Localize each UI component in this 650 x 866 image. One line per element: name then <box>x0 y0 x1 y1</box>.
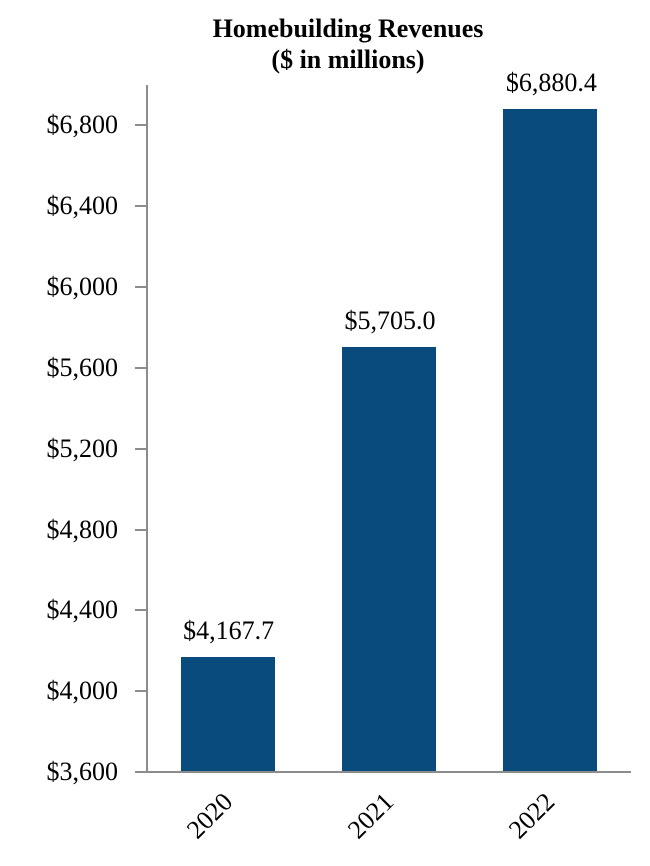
chart-title: Homebuilding Revenues ($ in millions) <box>48 13 648 75</box>
y-tick <box>135 286 147 289</box>
y-tick <box>135 447 147 450</box>
bar-2021 <box>342 346 436 772</box>
bar-2022 <box>503 109 598 772</box>
y-tick-label: $6,800 <box>46 110 119 140</box>
y-tick <box>135 205 147 208</box>
x-tick-label-2022: 2022 <box>503 787 561 845</box>
y-tick-label: $5,200 <box>46 433 119 463</box>
bar-value-label: $5,705.0 <box>344 305 436 335</box>
x-tick-label-2021: 2021 <box>342 787 400 845</box>
y-tick-label: $6,000 <box>46 272 119 302</box>
y-tick-label: $4,000 <box>46 676 119 706</box>
chart-title-line1: Homebuilding Revenues <box>212 14 484 43</box>
y-tick <box>135 690 147 693</box>
chart-title-line2: ($ in millions) <box>271 45 425 74</box>
y-axis-line <box>146 85 148 773</box>
y-tick <box>135 366 147 369</box>
y-tick-label: $3,600 <box>46 757 119 786</box>
bar-value-label: $4,167.7 <box>183 616 275 646</box>
y-tick <box>135 528 147 531</box>
bar-2020 <box>180 657 275 772</box>
y-tick-label: $4,800 <box>46 514 119 544</box>
y-tick-label: $4,400 <box>46 595 119 625</box>
y-tick-label: $6,400 <box>46 191 119 221</box>
x-axis-line <box>135 771 631 773</box>
x-tick-label-2020: 2020 <box>180 787 238 845</box>
y-tick <box>135 124 147 127</box>
y-tick <box>135 609 147 612</box>
y-tick-label: $5,600 <box>46 352 119 382</box>
bar-value-label: $6,880.4 <box>505 68 597 98</box>
